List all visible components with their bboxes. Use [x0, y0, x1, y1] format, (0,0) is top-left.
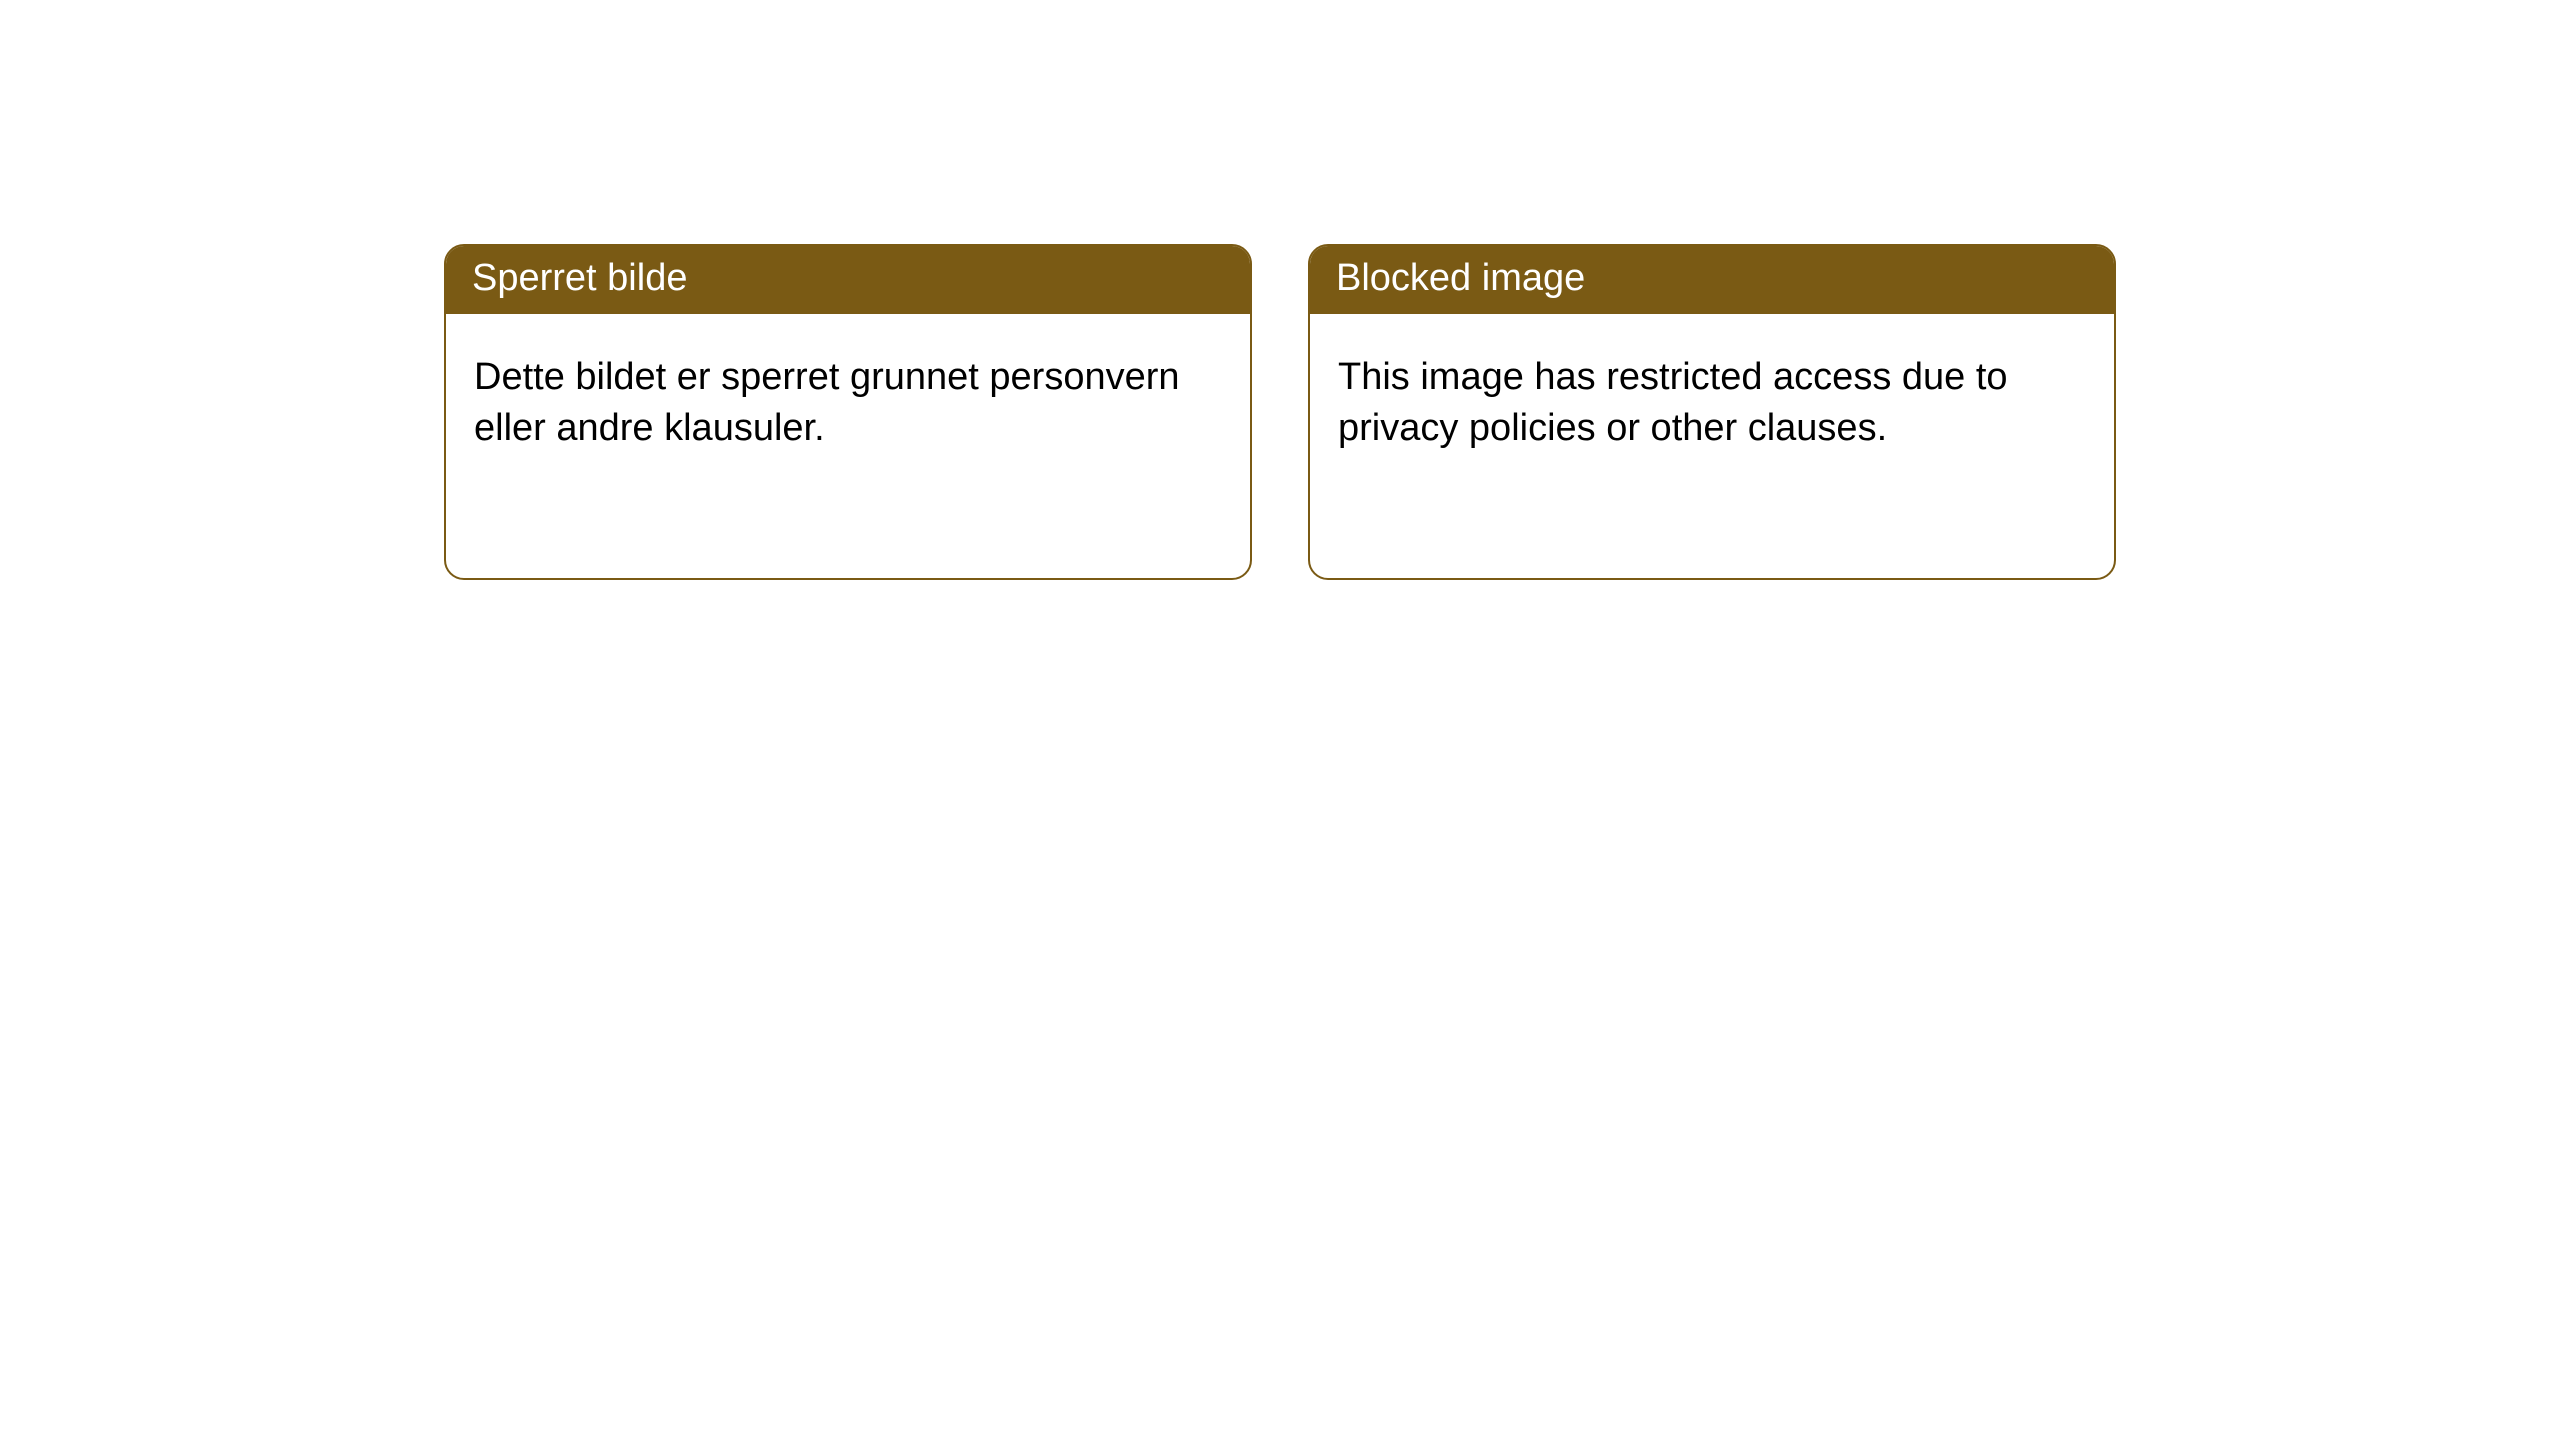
blocked-image-card-en: Blocked image This image has restricted … — [1308, 244, 2116, 580]
blocked-image-card-no: Sperret bilde Dette bildet er sperret gr… — [444, 244, 1252, 580]
card-body-en: This image has restricted access due to … — [1310, 314, 2114, 483]
card-body-no: Dette bildet er sperret grunnet personve… — [446, 314, 1250, 483]
card-title-no: Sperret bilde — [446, 246, 1250, 314]
card-title-en: Blocked image — [1310, 246, 2114, 314]
notice-container: Sperret bilde Dette bildet er sperret gr… — [0, 0, 2560, 580]
